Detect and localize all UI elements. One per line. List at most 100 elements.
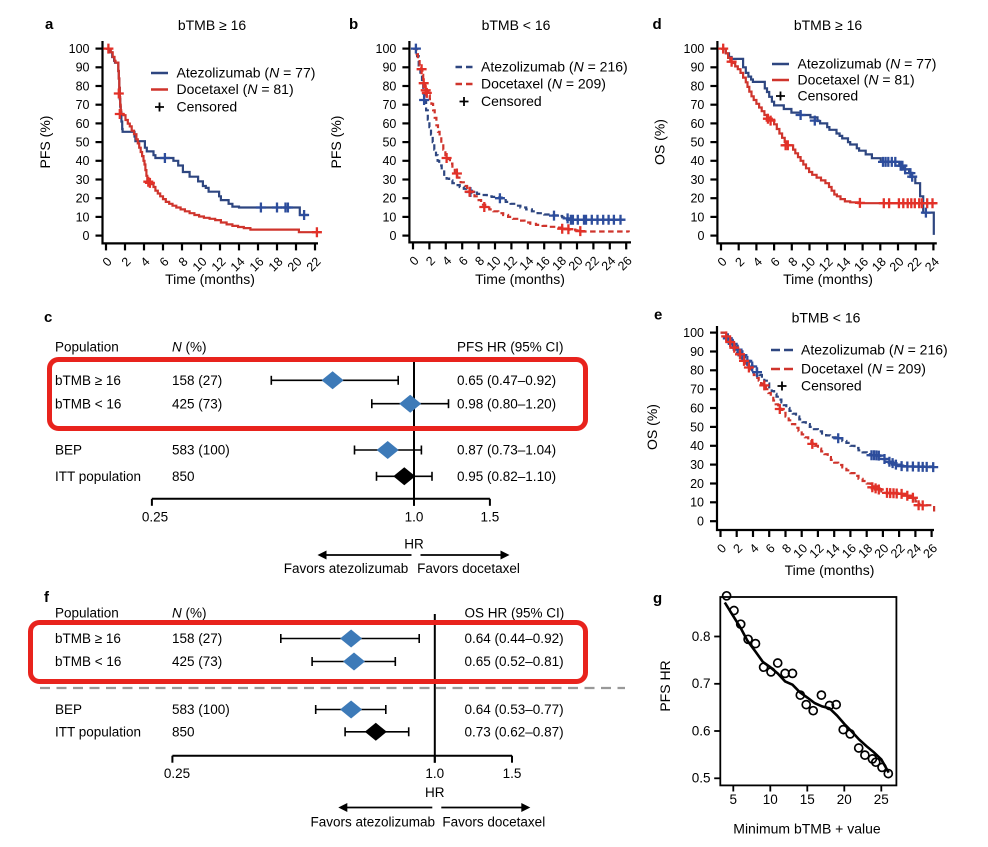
svg-text:0.25: 0.25	[164, 766, 190, 781]
svg-text:50: 50	[690, 136, 704, 150]
svg-text:1.0: 1.0	[405, 509, 424, 524]
svg-text:100: 100	[683, 326, 704, 340]
svg-text:1.5: 1.5	[481, 509, 500, 524]
svg-text:0.8: 0.8	[692, 629, 711, 644]
svg-text:ITT population: ITT population	[55, 725, 141, 740]
svg-text:10: 10	[382, 210, 396, 224]
svg-text:0.64 (0.44–0.92): 0.64 (0.44–0.92)	[465, 631, 564, 646]
svg-text:f: f	[44, 589, 50, 606]
svg-text:100: 100	[684, 42, 705, 56]
svg-text:0: 0	[83, 229, 90, 243]
svg-text:30: 30	[76, 173, 90, 187]
svg-text:583 (100): 583 (100)	[172, 702, 230, 717]
svg-text:40: 40	[76, 154, 90, 168]
svg-text:15: 15	[800, 792, 815, 807]
svg-text:Minimum bTMB + value: Minimum bTMB + value	[733, 821, 881, 837]
svg-text:0.5: 0.5	[692, 771, 711, 786]
svg-text:Censored: Censored	[177, 99, 238, 115]
svg-text:40: 40	[382, 154, 396, 168]
svg-text:50: 50	[76, 136, 90, 150]
svg-text:0.65 (0.47–0.92): 0.65 (0.47–0.92)	[457, 373, 556, 388]
svg-text:OS (%): OS (%)	[652, 119, 668, 165]
svg-text:Favors atezolizumab: Favors atezolizumab	[284, 561, 409, 576]
svg-text:0.25: 0.25	[142, 509, 168, 524]
svg-text:10: 10	[690, 496, 704, 510]
svg-text:g: g	[653, 590, 662, 607]
svg-text:bTMB ≥ 16: bTMB ≥ 16	[55, 373, 121, 388]
svg-text:80: 80	[690, 364, 704, 378]
svg-text:PFS HR (95% CI): PFS HR (95% CI)	[457, 340, 564, 355]
svg-text:70: 70	[382, 98, 396, 112]
svg-text:158 (27): 158 (27)	[172, 631, 222, 646]
svg-text:0.98 (0.80–1.20): 0.98 (0.80–1.20)	[457, 396, 556, 411]
svg-text:90: 90	[76, 61, 90, 75]
svg-text:Censored: Censored	[481, 93, 542, 109]
svg-text:30: 30	[690, 173, 704, 187]
svg-text:0: 0	[389, 229, 396, 243]
svg-text:20: 20	[690, 477, 704, 491]
svg-text:850: 850	[172, 469, 195, 484]
svg-text:Atezolizumab (N = 77): Atezolizumab (N = 77)	[798, 56, 937, 72]
svg-text:0.95 (0.82–1.10): 0.95 (0.82–1.10)	[457, 469, 556, 484]
svg-text:bTMB ≥ 16: bTMB ≥ 16	[178, 17, 247, 33]
svg-text:20: 20	[837, 792, 852, 807]
svg-text:10: 10	[76, 210, 90, 224]
svg-text:bTMB < 16: bTMB < 16	[482, 17, 551, 33]
svg-text:Time (months): Time (months)	[783, 271, 873, 287]
svg-text:90: 90	[382, 61, 396, 75]
svg-text:40: 40	[690, 154, 704, 168]
svg-text:0.87 (0.73–1.04): 0.87 (0.73–1.04)	[457, 443, 556, 458]
svg-text:bTMB ≥ 16: bTMB ≥ 16	[794, 17, 863, 33]
svg-text:80: 80	[690, 79, 704, 93]
svg-text:Time (months): Time (months)	[165, 271, 255, 287]
svg-text:PFS HR: PFS HR	[657, 660, 673, 711]
svg-text:PFS (%): PFS (%)	[328, 116, 344, 169]
svg-text:0.65 (0.52–0.81): 0.65 (0.52–0.81)	[465, 654, 564, 669]
svg-text:HR: HR	[425, 785, 445, 800]
svg-text:bTMB < 16: bTMB < 16	[792, 310, 861, 326]
svg-text:Docetaxel (N = 81): Docetaxel (N = 81)	[798, 72, 915, 88]
svg-text:bTMB ≥ 16: bTMB ≥ 16	[55, 631, 121, 646]
svg-text:Time (months): Time (months)	[785, 562, 875, 578]
svg-text:100: 100	[376, 42, 397, 56]
svg-text:60: 60	[690, 401, 704, 415]
svg-text:Atezolizumab (N = 77): Atezolizumab (N = 77)	[177, 65, 316, 81]
svg-text:70: 70	[690, 383, 704, 397]
svg-text:0.7: 0.7	[692, 676, 711, 691]
svg-text:1.5: 1.5	[503, 766, 522, 781]
svg-text:OS HR (95% CI): OS HR (95% CI)	[465, 605, 565, 620]
svg-text:40: 40	[690, 439, 704, 453]
svg-text:1.0: 1.0	[425, 766, 444, 781]
svg-text:0: 0	[697, 515, 704, 529]
svg-text:Censored: Censored	[798, 88, 859, 104]
svg-text:850: 850	[172, 725, 195, 740]
svg-text:N (%): N (%)	[172, 340, 207, 355]
svg-text:Population: Population	[55, 605, 119, 620]
svg-text:60: 60	[690, 117, 704, 131]
svg-text:c: c	[44, 309, 52, 326]
svg-text:Docetaxel (N = 209): Docetaxel (N = 209)	[801, 361, 926, 377]
svg-text:Censored: Censored	[801, 378, 862, 394]
svg-text:50: 50	[690, 420, 704, 434]
svg-text:0.64 (0.53–0.77): 0.64 (0.53–0.77)	[465, 702, 564, 717]
svg-text:PFS (%): PFS (%)	[37, 116, 53, 169]
svg-text:20: 20	[690, 192, 704, 206]
svg-text:70: 70	[76, 98, 90, 112]
svg-text:Docetaxel (N = 81): Docetaxel (N = 81)	[177, 81, 294, 97]
svg-text:Favors docetaxel: Favors docetaxel	[442, 815, 545, 830]
svg-text:20: 20	[382, 192, 396, 206]
svg-text:bTMB < 16: bTMB < 16	[55, 654, 121, 669]
svg-text:80: 80	[382, 79, 396, 93]
svg-text:90: 90	[690, 61, 704, 75]
svg-text:60: 60	[76, 117, 90, 131]
svg-text:OS (%): OS (%)	[644, 404, 660, 450]
svg-text:Favors atezolizumab: Favors atezolizumab	[311, 815, 436, 830]
svg-text:70: 70	[690, 98, 704, 112]
svg-text:80: 80	[76, 79, 90, 93]
svg-text:0.73 (0.62–0.87): 0.73 (0.62–0.87)	[465, 725, 564, 740]
svg-text:Atezolizumab (N = 216): Atezolizumab (N = 216)	[481, 59, 628, 75]
svg-text:30: 30	[382, 173, 396, 187]
svg-text:30: 30	[690, 458, 704, 472]
svg-text:0.6: 0.6	[692, 723, 711, 738]
svg-text:bTMB < 16: bTMB < 16	[55, 396, 121, 411]
